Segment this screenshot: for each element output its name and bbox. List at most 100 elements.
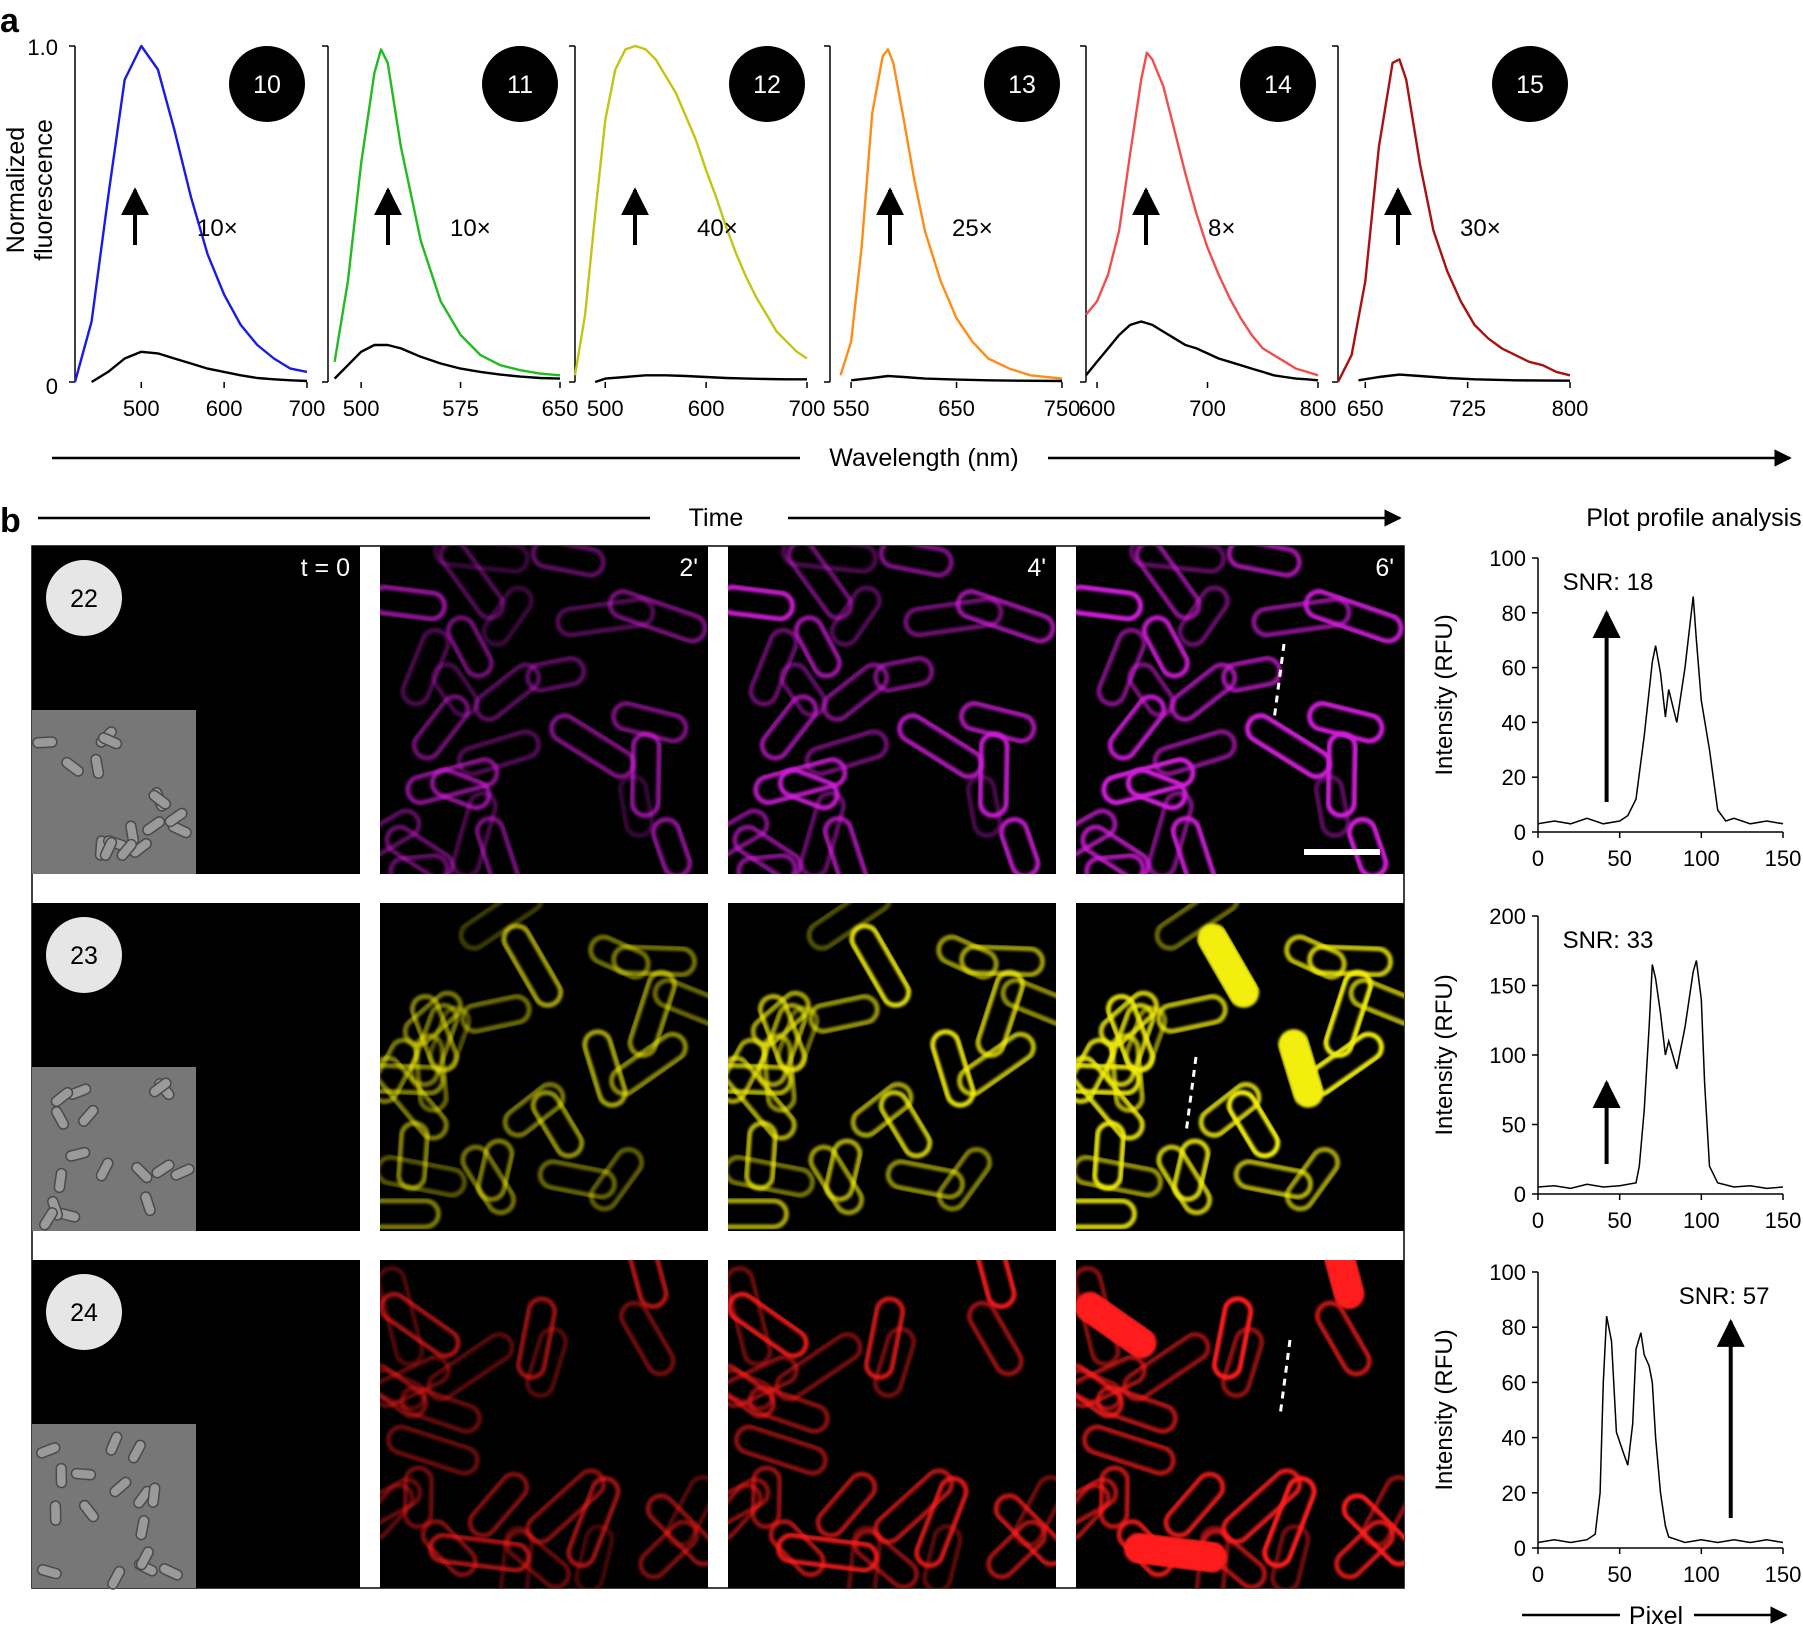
bacterium: [1226, 546, 1302, 578]
bacterium: [993, 1493, 1056, 1567]
brightfield-cell: [139, 1191, 156, 1217]
y-axis-label-line2: fluorescence: [30, 119, 58, 261]
bacterium: [380, 1477, 423, 1530]
brightfield-cell: [105, 1431, 123, 1456]
brightfield-cell: [129, 838, 152, 858]
bacterium: [736, 853, 798, 874]
y-tick-bottom: 0: [46, 374, 58, 399]
bacterium: [728, 1198, 789, 1230]
compound-badge: [229, 46, 305, 122]
bacterium: [1197, 923, 1260, 1008]
compound-badge: [46, 560, 122, 636]
spectrum-x-tick-label: 550: [833, 396, 870, 421]
brightfield-cell: [158, 1563, 183, 1581]
profile-y-tick-label: 80: [1502, 1315, 1526, 1340]
bacterium: [607, 588, 708, 644]
profile-x-tick-label: 50: [1607, 1562, 1631, 1587]
brightfield-cell: [97, 732, 123, 750]
bacterium: [380, 1198, 441, 1230]
bacteria-cells: [1076, 1260, 1404, 1588]
bacterium: [808, 994, 880, 1034]
bacterium: [1262, 1476, 1317, 1569]
micrograph-tile: 4': [728, 546, 1056, 874]
bacteria-cells: [380, 546, 708, 874]
spectrum-series-off: [594, 374, 807, 384]
spectrum-x-tick-label: 800: [1300, 396, 1337, 421]
brightfield-cell: [78, 1499, 99, 1523]
compound-number: 13: [1008, 71, 1036, 99]
brightfield-cell: [127, 1439, 146, 1464]
bacterium: [431, 662, 480, 718]
bacterium: [380, 1055, 449, 1141]
profile-y-axis-label: Intensity (RFU): [1431, 974, 1458, 1135]
bacterium: [966, 1300, 1024, 1377]
bacterium: [611, 701, 689, 744]
bacterium: [617, 774, 655, 839]
micrograph-background: [1076, 1260, 1404, 1588]
spectrum-x-tick-label: 650: [542, 396, 579, 421]
brightfield-cell: [151, 1159, 175, 1179]
bacterium: [450, 790, 499, 874]
profile-plots: 0 20 40 60 80 100 0 50 100 150 Intensity (RFU) SNR:…: [1431, 546, 1801, 1587]
brightfield-cell: [49, 1500, 62, 1526]
bacterium: [380, 808, 422, 859]
bacterium: [384, 824, 455, 874]
bacterium: [922, 1524, 963, 1588]
brightfield-cell: [70, 1467, 97, 1481]
brightfield-cell: [90, 753, 105, 780]
bacterium: [1080, 824, 1151, 874]
bacterium: [622, 1260, 669, 1310]
bacterium: [903, 596, 1004, 638]
spectrum-series-on: [73, 44, 308, 383]
spectrum-x-tick-label: 800: [1552, 396, 1589, 421]
bacterium: [970, 1260, 1017, 1310]
bacterium: [650, 817, 693, 874]
bacterium: [524, 1326, 569, 1399]
intensity-profile: [1537, 596, 1784, 825]
micrograph-tile: 24: [32, 1260, 360, 1590]
time-point-label: 4': [1027, 554, 1046, 582]
time-label: Time: [689, 504, 744, 532]
spectrum-x-tick-label: 650: [1347, 396, 1384, 421]
compound-number: 12: [753, 71, 781, 99]
brightfield-cell: [142, 816, 166, 836]
spectrum-series-on: [333, 48, 561, 377]
profile-y-tick-label: 60: [1502, 1370, 1526, 1395]
fold-change-label: 25×: [952, 215, 993, 242]
spectrum-chart-11: 500 575 650 11 10×: [322, 45, 579, 421]
snr-label: SNR: 18: [1563, 569, 1654, 596]
bacterium: [878, 1090, 933, 1159]
profile-y-tick-label: 0: [1514, 1182, 1526, 1207]
bacterium: [497, 1525, 535, 1588]
brightfield-cell: [78, 1104, 99, 1127]
bacterium: [815, 1471, 878, 1538]
bacterium: [1134, 546, 1202, 621]
bacterium: [914, 1476, 969, 1569]
profile-chart-24: 0 20 40 60 80 100 0 50 100 150 Intensity (RFU) SNR:…: [1431, 1260, 1801, 1587]
micrograph-tile: 22 t = 0: [32, 546, 360, 874]
bacterium: [759, 694, 819, 761]
fold-change-label: 10×: [197, 215, 238, 242]
profile-x-tick-label: 100: [1683, 1562, 1720, 1587]
spectrum-series-on: [1085, 51, 1319, 377]
bacterium: [402, 1465, 435, 1530]
brightfield-cell: [65, 1146, 91, 1162]
panel-a-letter: a: [0, 2, 20, 40]
brightfield-cell: [116, 838, 138, 862]
brightfield-cell: [55, 1462, 68, 1489]
bacterium: [786, 546, 854, 621]
bacterium: [1076, 584, 1144, 622]
bacterium: [878, 546, 954, 578]
bacterium: [1127, 662, 1176, 718]
bacterium: [1221, 655, 1283, 693]
profile-y-tick-label: 0: [1514, 820, 1526, 845]
bacterium: [998, 817, 1041, 874]
bacterium: [897, 713, 984, 780]
bacterium: [530, 546, 606, 578]
y-tick-top: 1.0: [27, 35, 58, 60]
intensity-profile: [1537, 960, 1784, 1190]
bacterium: [574, 1524, 615, 1588]
bacterium: [588, 934, 651, 980]
spectrum-x-tick-label: 700: [289, 396, 326, 421]
spectrum-x-tick-label: 500: [587, 396, 624, 421]
